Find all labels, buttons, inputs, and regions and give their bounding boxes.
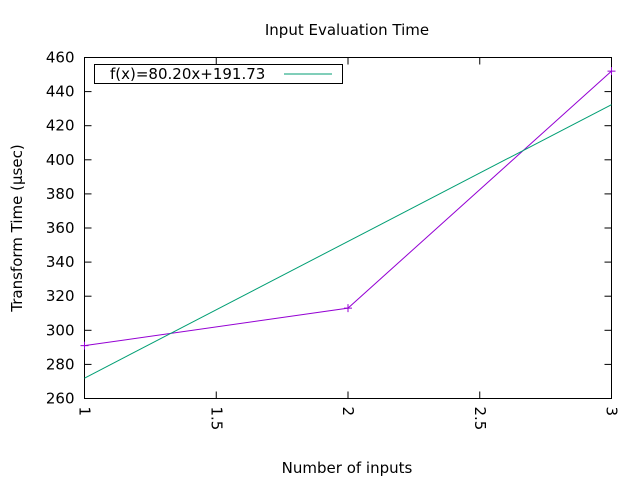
legend-box: [94, 64, 343, 84]
y-tick-label: 460: [46, 49, 75, 67]
data-point: [80, 341, 89, 350]
y-tick-label: 440: [46, 83, 75, 101]
data-point: [344, 304, 352, 313]
x-axis-label: Number of inputs: [282, 459, 413, 477]
plot-frame: [84, 57, 612, 399]
x-tick-label: 2.5: [471, 407, 489, 431]
x-tick-label: 1.5: [207, 407, 225, 431]
y-tick-label: 260: [46, 390, 75, 408]
y-tick-label: 320: [46, 287, 75, 305]
y-tick-label: 400: [46, 151, 75, 169]
ticks-layer: 260 280 300 320 340 360 380 400 420 440 460 1 1.5 2 2.…: [46, 49, 621, 431]
x-tick-label: 2: [339, 407, 357, 417]
x-tick-label: 3: [603, 407, 621, 417]
series-layer: [80, 67, 616, 379]
y-tick-label: 380: [46, 185, 75, 203]
x-tick-label: 1: [76, 407, 94, 417]
y-tick-label: 300: [46, 321, 75, 339]
y-tick-label: 420: [46, 117, 75, 135]
legend: f(x)=80.20x+191.73: [94, 64, 343, 84]
y-axis-label: Transform Time (µsec): [8, 144, 26, 312]
chart-title: Input Evaluation Time: [265, 21, 429, 39]
series-line-1: [84, 104, 612, 379]
legend-label-fit: f(x)=80.20x+191.73: [110, 65, 265, 83]
y-tick-label: 340: [46, 253, 75, 271]
data-point: [607, 67, 616, 76]
y-tick-label: 360: [46, 219, 75, 237]
y-tick-label: 280: [46, 355, 75, 373]
